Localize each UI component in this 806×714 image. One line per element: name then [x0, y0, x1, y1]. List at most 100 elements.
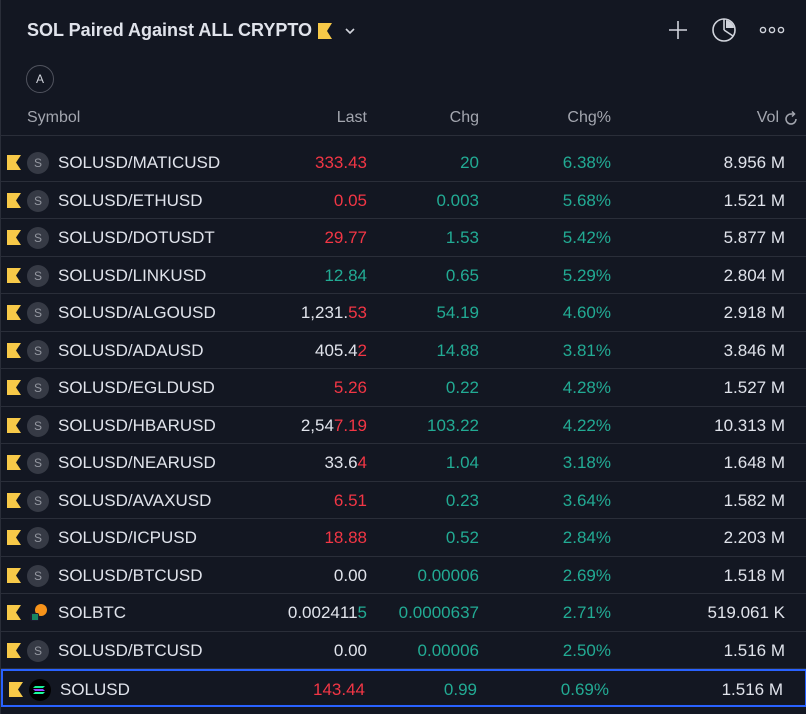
table-row[interactable]: S SOLUSD/AVAXUSD 6.51 0.23 3.64% 1.582 M: [1, 482, 806, 519]
flag-icon[interactable]: [7, 305, 21, 320]
symbol-logo-icon: S: [27, 489, 49, 512]
last-price-changed-digits: 4: [357, 453, 367, 472]
change-percent: 0.69%: [560, 680, 609, 699]
table-row[interactable]: SOLUSD 143.44 0.99 0.69% 1.516 M: [1, 669, 806, 707]
volume: 8.956 M: [723, 153, 785, 172]
change-value: 54.19: [436, 303, 479, 322]
add-symbol-button[interactable]: [664, 16, 692, 44]
last-price-prefix: 405.4: [314, 340, 358, 360]
change-value: 0.23: [445, 490, 479, 510]
symbol-name: SOLBTC: [58, 603, 127, 622]
watchlist-title[interactable]: SOL Paired Against ALL CRYPTO: [27, 20, 356, 41]
flag-icon[interactable]: [7, 642, 21, 658]
symbol-name: SOLUSD/BTCUSD: [58, 565, 203, 585]
flag-icon[interactable]: [7, 530, 21, 545]
table-row[interactable]: S SOLUSD/DOTUSDT 29.77 1.53 5.42% 5.877 M: [1, 219, 806, 257]
plus-icon: [669, 21, 687, 39]
volume: 10.313 M: [714, 415, 785, 435]
refresh-icon[interactable]: [783, 111, 799, 127]
last-price: 1,231.53: [301, 303, 367, 323]
last-price-changed-digits: 2: [357, 340, 367, 360]
change-percent: 2.50%: [562, 640, 611, 660]
flag-icon[interactable]: [7, 567, 21, 583]
last-price: 143.44: [313, 680, 365, 700]
column-header-last[interactable]: Last: [336, 109, 367, 126]
table-row[interactable]: S SOLUSD/LINKUSD 12.84 0.65 5.29% 2.804 M: [1, 257, 806, 294]
last-price: 0.0024115: [288, 603, 367, 623]
column-header-chg[interactable]: Chg: [449, 109, 479, 126]
last-price-prefix: 0.002411: [287, 603, 358, 622]
symbol-name: SOLUSD/BTCUSD: [58, 640, 203, 660]
change-percent: 5.68%: [562, 190, 611, 210]
symbol-logo-icon: S: [27, 152, 49, 174]
change-value: 1.04: [445, 453, 479, 472]
volume: 3.846 M: [723, 340, 785, 360]
change-value: 0.99: [443, 680, 477, 699]
last-price: 0.00: [334, 641, 367, 661]
section-badge[interactable]: A: [26, 65, 54, 93]
advanced-view-button[interactable]: [710, 16, 738, 44]
table-row[interactable]: S SOLUSD/EGLDUSD 5.26 0.22 4.28% 1.527 M: [1, 369, 806, 407]
volume: 519.061 K: [707, 603, 785, 622]
flag-icon[interactable]: [7, 417, 21, 433]
symbol-name: SOLUSD/AVAXUSD: [58, 490, 212, 510]
last-price-prefix: 1,231.: [300, 303, 349, 322]
last-price-changed-digits: 5.26: [333, 378, 367, 397]
volume: 2.804 M: [723, 265, 785, 285]
change-value: 0.52: [445, 528, 479, 547]
change-percent: 3.64%: [562, 490, 611, 510]
symbol-logo-icon: S: [27, 264, 49, 287]
flag-icon[interactable]: [7, 267, 21, 283]
change-value: 1.53: [445, 228, 479, 247]
last-price-changed-digits: 333.43: [315, 153, 367, 172]
last-price-changed-digits: 7.19: [333, 415, 367, 435]
flag-icon[interactable]: [7, 155, 21, 170]
change-percent: 5.29%: [562, 265, 611, 285]
change-percent: 2.84%: [562, 528, 611, 547]
flag-icon[interactable]: [7, 605, 21, 620]
table-row[interactable]: S SOLUSD/ALGOUSD 1,231.53 54.19 4.60% 2.918 M: [1, 294, 806, 332]
column-header-chgp[interactable]: Chg%: [567, 109, 611, 126]
table-row[interactable]: S SOLUSD/MATICUSD 333.43 20 6.38% 8.956 M: [1, 144, 806, 182]
symbol-name: SOLUSD: [60, 680, 130, 699]
table-row[interactable]: S SOLUSD/ETHUSD 0.05 0.003 5.68% 1.521 M: [1, 182, 806, 219]
table-row[interactable]: S SOLUSD/ADAUSD 405.42 14.88 3.81% 3.846 M: [1, 332, 806, 369]
volume: 2.203 M: [723, 528, 785, 547]
last-price-prefix: 2,54: [300, 415, 334, 435]
table-row[interactable]: S SOLUSD/HBARUSD 2,547.19 103.22 4.22% 10.313…: [1, 407, 806, 444]
chevron-down-icon[interactable]: [344, 25, 356, 37]
volume: 2.918 M: [723, 303, 785, 322]
symbol-name: SOLUSD/HBARUSD: [58, 415, 216, 435]
table-row[interactable]: S SOLUSD/NEARUSD 33.64 1.04 3.18% 1.648 M: [1, 444, 806, 482]
change-value: 0.0000637: [398, 603, 479, 622]
table-row[interactable]: SOLBTC 0.0024115 0.0000637 2.71% 519.061 K: [1, 594, 806, 632]
last-price: 18.88: [324, 528, 367, 548]
column-header-symbol[interactable]: Symbol: [27, 109, 81, 126]
change-percent: 2.69%: [562, 565, 611, 585]
flag-icon[interactable]: [7, 455, 21, 470]
symbol-logo-icon: S: [27, 564, 49, 587]
more-options-button[interactable]: [758, 16, 786, 44]
flag-icon[interactable]: [7, 342, 21, 358]
last-price: 2,547.19: [301, 416, 367, 436]
table-row[interactable]: S SOLUSD/BTCUSD 0.00 0.00006 2.69% 1.518 M: [1, 557, 806, 594]
symbol-logo-icon: S: [27, 339, 49, 362]
table-row[interactable]: S SOLUSD/ICPUSD 18.88 0.52 2.84% 2.203 M: [1, 519, 806, 557]
table-row[interactable]: S SOLUSD/BTCUSD 0.00 0.00006 2.50% 1.516 M: [1, 632, 806, 669]
flag-icon[interactable]: [7, 492, 21, 508]
last-price-changed-digits: 143.44: [313, 680, 365, 699]
flag-icon[interactable]: [7, 380, 21, 395]
last-price: 6.51: [334, 491, 367, 511]
last-price-changed-digits: 29.77: [324, 228, 367, 247]
last-price-changed-digits: 5: [357, 603, 367, 622]
column-header-vol[interactable]: Vol: [756, 109, 779, 126]
last-price-changed-digits: 0.05: [333, 190, 367, 210]
flag-icon[interactable]: [9, 682, 23, 697]
symbol-logo-icon: S: [27, 189, 49, 212]
flag-icon: [318, 22, 333, 39]
last-price: 0.00: [334, 566, 367, 586]
flag-icon[interactable]: [7, 192, 21, 208]
watchlist-header: SOL Paired Against ALL CRYPTO: [1, 0, 806, 62]
flag-icon[interactable]: [7, 230, 21, 245]
change-percent: 2.71%: [562, 603, 611, 622]
